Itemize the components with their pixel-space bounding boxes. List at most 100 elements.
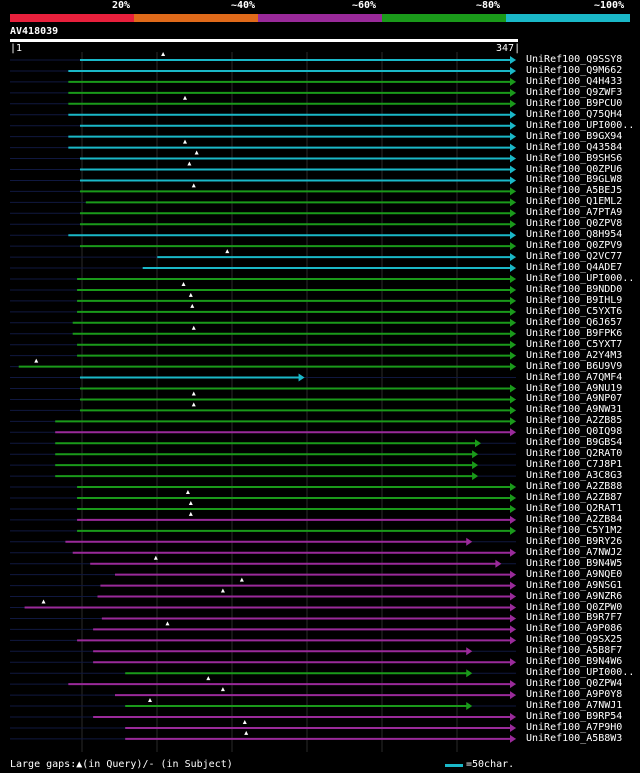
hit-label[interactable]: UniRef100_C5Y1M2: [526, 524, 623, 536]
hit-arrow: [510, 296, 516, 305]
hit-label[interactable]: UniRef100_C7J8P1: [526, 459, 623, 471]
hit-label[interactable]: UniRef100_A9NW31: [526, 404, 623, 416]
large-gaps-legend: Large gaps:▲(in Query)/- (in Subject): [10, 759, 233, 770]
hit-label[interactable]: UniRef100_Q0ZPV8: [526, 218, 623, 230]
hit-arrow: [510, 362, 516, 371]
hit-arrow: [510, 110, 516, 119]
hit-label[interactable]: UniRef100_UPI000..: [526, 119, 635, 131]
ruler-end: 347|: [496, 43, 521, 54]
hit-arrow: [510, 143, 516, 152]
hit-label[interactable]: UniRef100_Q75QH4: [526, 108, 623, 120]
query-gap-marker: [188, 511, 193, 516]
hit-label[interactable]: UniRef100_Q43584: [526, 141, 623, 153]
hit-label[interactable]: UniRef100_Q0ZPU6: [526, 163, 623, 175]
hit-label[interactable]: UniRef100_A7PTA9: [526, 207, 623, 219]
hit-arrow: [510, 395, 516, 404]
hit-label[interactable]: UniRef100_B6U9V9: [526, 360, 623, 372]
hit-label[interactable]: UniRef100_B9N4W6: [526, 656, 623, 668]
hit-arrow: [510, 494, 516, 502]
query-gap-marker: [182, 139, 187, 144]
hit-arrow: [510, 307, 516, 316]
hit-arrow: [510, 625, 516, 634]
hit-label[interactable]: UniRef100_A9NSG1: [526, 579, 623, 591]
scale-bar: [445, 764, 463, 767]
hit-label[interactable]: UniRef100_UPI000..: [526, 667, 635, 679]
hit-label[interactable]: UniRef100_A7P9H0: [526, 721, 623, 733]
hit-label[interactable]: UniRef100_Q9SSY8: [526, 54, 623, 65]
hit-label[interactable]: UniRef100_Q0ZPW4: [526, 678, 623, 690]
hit-label[interactable]: UniRef100_A2ZB87: [526, 492, 623, 503]
hit-label[interactable]: UniRef100_Q2VC77: [526, 251, 623, 263]
hit-arrow: [510, 570, 516, 579]
hit-label[interactable]: UniRef100_B9GBS4: [526, 437, 623, 449]
hit-label[interactable]: UniRef100_B9R7F7: [526, 612, 623, 624]
hit-label[interactable]: UniRef100_A2Y4M3: [526, 349, 623, 361]
hit-label[interactable]: UniRef100_Q0ZPW0: [526, 601, 623, 613]
query-gap-marker: [181, 281, 186, 286]
query-gap-marker: [225, 249, 230, 254]
hit-label[interactable]: UniRef100_Q9ZWF3: [526, 86, 623, 98]
hit-arrow: [510, 121, 516, 130]
hit-label[interactable]: UniRef100_B9N4W5: [526, 557, 623, 569]
hit-label[interactable]: UniRef100_Q0ZPV9: [526, 240, 623, 252]
hit-label[interactable]: UniRef100_Q9SX25: [526, 634, 623, 646]
hit-label[interactable]: UniRef100_A5BEJ5: [526, 185, 623, 197]
hit-arrow: [510, 734, 516, 743]
legend-swatch-20: [10, 14, 134, 22]
hit-arrow: [510, 504, 516, 513]
hit-arrow: [510, 340, 516, 349]
hit-label[interactable]: UniRef100_A3C8G3: [526, 470, 623, 482]
hit-label[interactable]: UniRef100_Q0IQ98: [526, 426, 623, 438]
hit-label[interactable]: UniRef100_A9NZR6: [526, 590, 623, 602]
query-gap-marker: [191, 391, 196, 396]
hit-label[interactable]: UniRef100_B9IHL9: [526, 294, 623, 306]
hit-label[interactable]: UniRef100_A9NQE0: [526, 568, 623, 580]
hit-label[interactable]: UniRef100_B9RY26: [526, 535, 623, 547]
hit-label[interactable]: UniRef100_Q9M662: [526, 64, 623, 76]
query-gap-marker: [220, 687, 225, 692]
hit-label[interactable]: UniRef100_B9FPK6: [526, 327, 623, 339]
hit-label[interactable]: UniRef100_B9GLW8: [526, 174, 623, 186]
hit-label[interactable]: UniRef100_A7NWJ1: [526, 700, 623, 712]
hit-label[interactable]: UniRef100_A5B8F7: [526, 645, 623, 657]
query-gap-marker: [194, 150, 199, 155]
hit-label[interactable]: UniRef100_Q4ADE7: [526, 262, 623, 274]
hit-arrow: [466, 702, 473, 711]
hit-label[interactable]: UniRef100_Q2RAT1: [526, 502, 623, 514]
hit-label[interactable]: UniRef100_B9SHS6: [526, 152, 623, 164]
hit-arrow: [510, 198, 516, 207]
hit-arrow: [510, 66, 516, 75]
hit-label[interactable]: UniRef100_A5B8W3: [526, 732, 623, 744]
hit-label[interactable]: UniRef100_C5YXT7: [526, 338, 623, 350]
query-gap-marker: [191, 183, 196, 188]
hit-label[interactable]: UniRef100_C5YXT6: [526, 305, 623, 317]
hit-arrow: [510, 548, 516, 557]
hit-label[interactable]: UniRef100_A7NWJ2: [526, 546, 623, 558]
hit-label[interactable]: UniRef100_Q2RAT0: [526, 448, 623, 460]
hit-label[interactable]: UniRef100_A9NP07: [526, 393, 623, 405]
hit-label[interactable]: UniRef100_A7QMF4: [526, 371, 623, 383]
hit-label[interactable]: UniRef100_A9NU19: [526, 382, 623, 394]
hit-label[interactable]: UniRef100_A2ZB88: [526, 481, 623, 493]
hit-label[interactable]: UniRef100_Q1EML2: [526, 196, 623, 208]
hit-label[interactable]: UniRef100_Q8H954: [526, 229, 623, 241]
hit-label[interactable]: UniRef100_A2ZB85: [526, 415, 623, 427]
query-gap-marker: [191, 325, 196, 330]
hit-label[interactable]: UniRef100_A2ZB84: [526, 513, 623, 525]
hit-label[interactable]: UniRef100_A9P0Y8: [526, 689, 623, 701]
hit-label[interactable]: UniRef100_Q4H433: [526, 75, 623, 87]
legend-swatch-60: [258, 14, 382, 22]
hit-arrow: [510, 680, 516, 689]
hit-label[interactable]: UniRef100_B9GX94: [526, 130, 623, 142]
hit-label[interactable]: UniRef100_B9PCU0: [526, 97, 623, 109]
hit-label[interactable]: UniRef100_Q6J657: [526, 316, 623, 328]
hit-arrow: [466, 669, 473, 678]
hit-arrow: [510, 723, 516, 732]
hit-label[interactable]: UniRef100_A9P086: [526, 623, 623, 635]
hit-label[interactable]: UniRef100_B9RP54: [526, 711, 623, 722]
legend-label-60: ~60%: [352, 0, 377, 11]
hit-arrow: [510, 264, 516, 273]
hit-label[interactable]: UniRef100_B9NDD0: [526, 283, 623, 295]
hit-label[interactable]: UniRef100_UPI000..: [526, 273, 635, 284]
